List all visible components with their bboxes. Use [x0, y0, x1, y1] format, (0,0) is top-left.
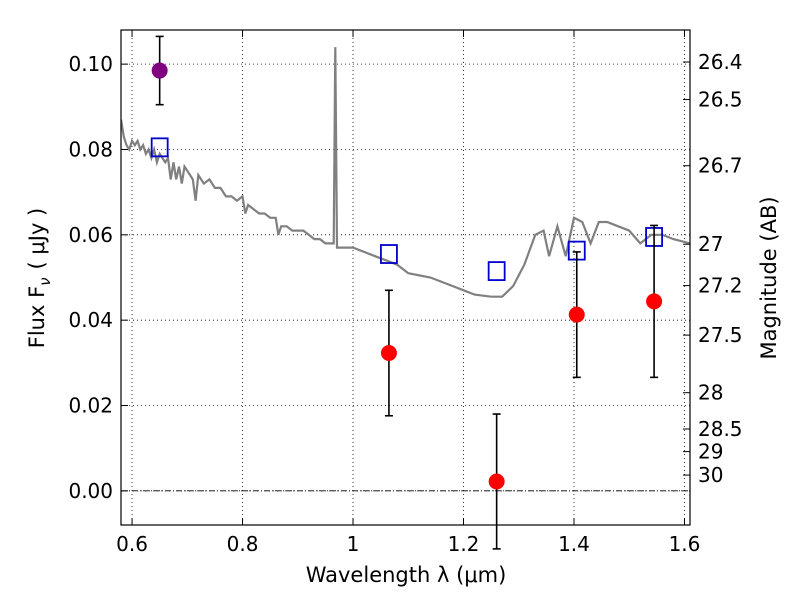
magnitude-tick-label: 26.7 [698, 154, 743, 178]
x-tick-label: 0.6 [116, 532, 148, 556]
right-axis-label: Magnitude (AB) [757, 196, 781, 359]
x-axis-label: Wavelength λ (μm) [306, 563, 507, 587]
y-axis-label-sub: ν [36, 277, 54, 285]
magnitude-tick-label: 28 [698, 381, 723, 405]
y-axis-label-main: Flux F [25, 286, 49, 348]
model-photometry-square [380, 244, 398, 264]
y-axis-label-unit: ( μJy ) [25, 208, 49, 270]
magnitude-tick-label: 26.5 [698, 88, 743, 112]
observed-detection-point [151, 62, 168, 79]
y-tick-label: 0.06 [68, 223, 113, 247]
grid-lines [121, 30, 690, 525]
plot-area [121, 35, 690, 550]
x-tick-label: 1.2 [448, 532, 480, 556]
observed-photometry-point [488, 473, 505, 490]
x-tick-label: 1 [347, 532, 360, 556]
y-tick-label: 0.00 [68, 479, 113, 503]
svg-text:Flux Fν( μJy ): Flux Fν ( μJy ) [25, 208, 54, 349]
x-tick-label: 1.6 [669, 532, 701, 556]
magnitude-tick-label: 30 [698, 463, 723, 487]
magnitude-tick-label: 26.4 [698, 50, 743, 74]
model-photometry-square [487, 261, 506, 281]
y-tick-label: 0.10 [68, 52, 113, 76]
y-tick-label: 0.08 [68, 137, 113, 161]
model-photometry-square [150, 137, 169, 158]
magnitude-tick-label: 27.2 [698, 274, 743, 298]
x-tick-label: 0.8 [227, 532, 259, 556]
observed-photometry-point [568, 306, 585, 323]
y-tick-label: 0.02 [68, 394, 113, 418]
y-tick-label: 0.04 [68, 308, 113, 332]
plot-frame [120, 29, 691, 526]
magnitude-tick-label: 29 [698, 440, 723, 464]
magnitude-tick-label: 28.5 [698, 417, 743, 441]
magnitude-tick-label: 27.5 [698, 323, 743, 347]
y-axis-label: Flux Fν ( μJy ) [25, 208, 54, 349]
observed-photometry-point [380, 345, 397, 362]
spectrum-line [121, 47, 690, 298]
x-tick-label: 1.4 [558, 532, 590, 556]
observed-photometry-point [646, 293, 663, 310]
axes: 0.6 0.8 1 1.2 1.4 1.6 0.00 0.02 0.04 0.06 0.08 0.10… [68, 30, 743, 556]
magnitude-tick-label: 27 [698, 232, 723, 256]
